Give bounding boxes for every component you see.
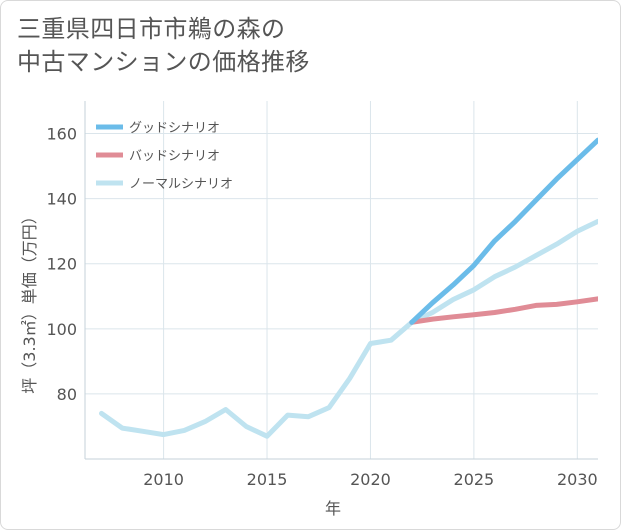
- series-line-good: [409, 137, 598, 325]
- y-tick-label-160: 160: [46, 125, 77, 144]
- chart-title-line-1: 三重県四日市市鵜の森の: [17, 15, 286, 43]
- series-line-bad: [409, 296, 598, 325]
- x-tick-label-2010: 2010: [143, 470, 184, 489]
- y-tick-label-100: 100: [46, 320, 77, 339]
- x-tick-label-2020: 2020: [350, 470, 391, 489]
- y-tick-label-80: 80: [57, 385, 77, 404]
- legend-label-normal: ノーマルシナリオ: [129, 177, 233, 192]
- y-tick-label-120: 120: [46, 255, 77, 274]
- x-tick-label-2025: 2025: [454, 470, 495, 489]
- axes: [84, 101, 598, 460]
- chart-title-line-2: 中古マンションの価格推移: [17, 48, 310, 76]
- series-line-normal: [99, 218, 598, 439]
- tick-labels: 2010 2015 2020 2025 2030 80 100 120 140 160: [46, 125, 597, 489]
- y-tick-label-140: 140: [46, 190, 77, 209]
- chart-title: 三重県四日市市鵜の森の 中古マンションの価格推移: [17, 13, 577, 79]
- x-tick-label-2030: 2030: [557, 470, 598, 489]
- x-axis-title: 年: [325, 499, 341, 518]
- x-tick-label-2015: 2015: [247, 470, 288, 489]
- legend-label-good: グッドシナリオ: [129, 121, 220, 136]
- y-axis-title: 坪（3.3㎡）単価（万円）: [20, 208, 39, 393]
- legend-label-bad: バッドシナリオ: [129, 149, 220, 164]
- series-lines: [99, 137, 598, 439]
